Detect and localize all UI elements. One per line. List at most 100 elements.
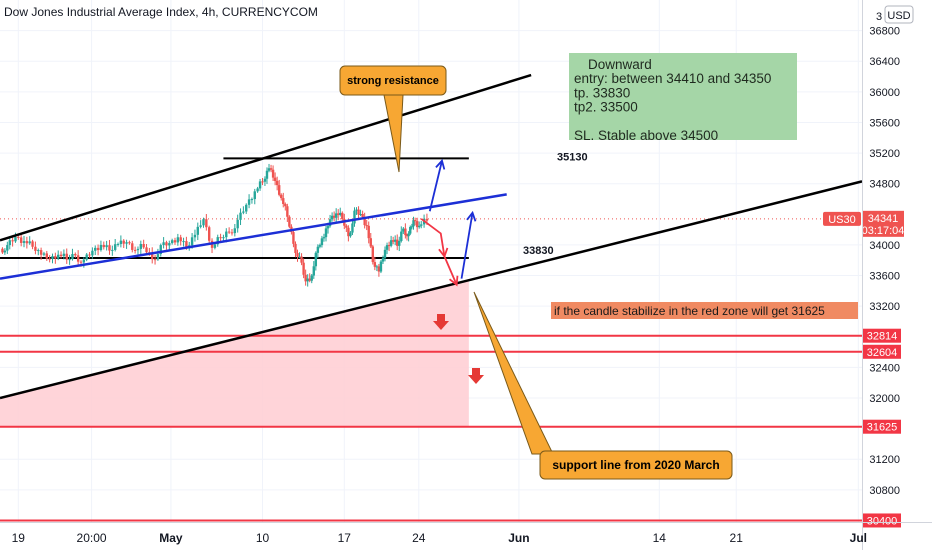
trendline-upper-channel [0, 73, 532, 242]
candle-body [102, 244, 105, 248]
arrow-red-down-2 [443, 256, 458, 286]
candle-body [108, 245, 111, 251]
candle-body [19, 237, 23, 243]
candle-body [312, 266, 315, 276]
candle-body [258, 181, 262, 189]
level-label: 33830 [523, 245, 554, 257]
candle-body [398, 240, 401, 246]
candle-body [139, 244, 143, 249]
candle-body [322, 237, 326, 239]
candle-body [82, 259, 86, 263]
x-tick-label: 24 [412, 531, 426, 545]
candle-body [151, 252, 154, 260]
candle-body [34, 246, 37, 251]
candle-body [37, 250, 40, 252]
candle-body [385, 245, 389, 250]
trade-note-line: entry: between 34410 and 34350 [574, 71, 771, 86]
candle-body [300, 256, 303, 263]
y-tick-label: 34800 [869, 179, 900, 191]
candle-body [277, 185, 281, 195]
x-tick-label: 20:00 [77, 531, 107, 545]
level-price-label: 30400 [867, 515, 898, 527]
y-tick-label: 31200 [869, 454, 900, 466]
candle-body [363, 217, 366, 226]
candle-body [286, 206, 289, 217]
candle-body [205, 219, 208, 228]
trade-note-line: SL. Stable above 34500 [574, 128, 718, 143]
candle-body [91, 250, 94, 256]
arrow-blue-up-1 [428, 160, 443, 212]
trade-note-line: Downward [588, 57, 652, 72]
candle-body [182, 241, 185, 243]
candle-body [230, 232, 234, 234]
candle-body [236, 219, 239, 229]
candle-body [8, 240, 11, 246]
current-price-value: 34341 [868, 213, 899, 225]
y-tick-label: 35200 [869, 148, 900, 160]
candle-body [355, 209, 358, 211]
candle-body [162, 242, 165, 246]
candle-body [216, 237, 219, 245]
candle-body [267, 168, 271, 171]
candle-body [128, 242, 131, 244]
candle-body [119, 240, 123, 245]
candle-body [227, 231, 231, 233]
down-marker-icon-stem [437, 314, 445, 321]
candle-body [417, 225, 421, 228]
candle-body [176, 237, 180, 243]
candle-body [369, 238, 372, 247]
y-tick-label: 30800 [869, 485, 900, 497]
candle-body [415, 221, 419, 228]
down-marker-icon [468, 375, 484, 384]
y-tick-label: 32400 [869, 362, 900, 374]
candle-body [65, 253, 68, 260]
y-tick-label: 36000 [869, 87, 900, 99]
candle-body [425, 218, 429, 221]
candle-body [377, 266, 381, 272]
candle-body [1, 248, 4, 253]
currency-button[interactable] [884, 5, 914, 24]
candle-body [3, 250, 7, 253]
annotations: strong resistance support line from 2020 … [339, 53, 858, 480]
candle-body [125, 242, 128, 244]
level-price-tag [863, 513, 901, 528]
candle-body [74, 254, 77, 256]
candle-body [213, 244, 217, 248]
x-tick-label: 10 [256, 531, 270, 545]
arrow-blue-up-2-head [466, 210, 477, 222]
x-tick-label: 17 [338, 531, 352, 545]
candle-body [381, 257, 385, 262]
candle-body [222, 237, 225, 239]
candle-body [193, 234, 197, 238]
candle-body [31, 241, 34, 247]
candle-body [99, 244, 103, 251]
candle-body [407, 233, 410, 237]
candle-body [122, 240, 125, 244]
candle-body [199, 225, 202, 227]
countdown-label: 03:17:04 [862, 225, 905, 237]
candle-body [332, 215, 336, 218]
candle-body [288, 216, 291, 227]
candle-body [373, 262, 377, 267]
candle-body [79, 261, 83, 263]
candle-body [410, 226, 414, 228]
chart-title: Dow Jones Industrial Average Index, 4h, … [4, 5, 318, 19]
candle-body [59, 254, 63, 257]
symbol-label: US30 [828, 214, 856, 226]
candle-body [375, 266, 379, 268]
y-tick-label: 36400 [869, 56, 900, 68]
trendline-blue-trend [0, 193, 507, 280]
y-tick-label: 36800 [869, 26, 900, 38]
candle-body [271, 169, 275, 178]
candle-body [56, 254, 60, 259]
candle-body [62, 253, 66, 257]
candle-body [294, 243, 297, 253]
y-tick-label: 33600 [869, 271, 900, 283]
level-price-label: 32604 [867, 347, 898, 359]
candle-body [156, 254, 160, 260]
down-marker-icon [433, 321, 449, 330]
candle-body [219, 237, 222, 239]
y-tick-label: 35600 [869, 117, 900, 129]
